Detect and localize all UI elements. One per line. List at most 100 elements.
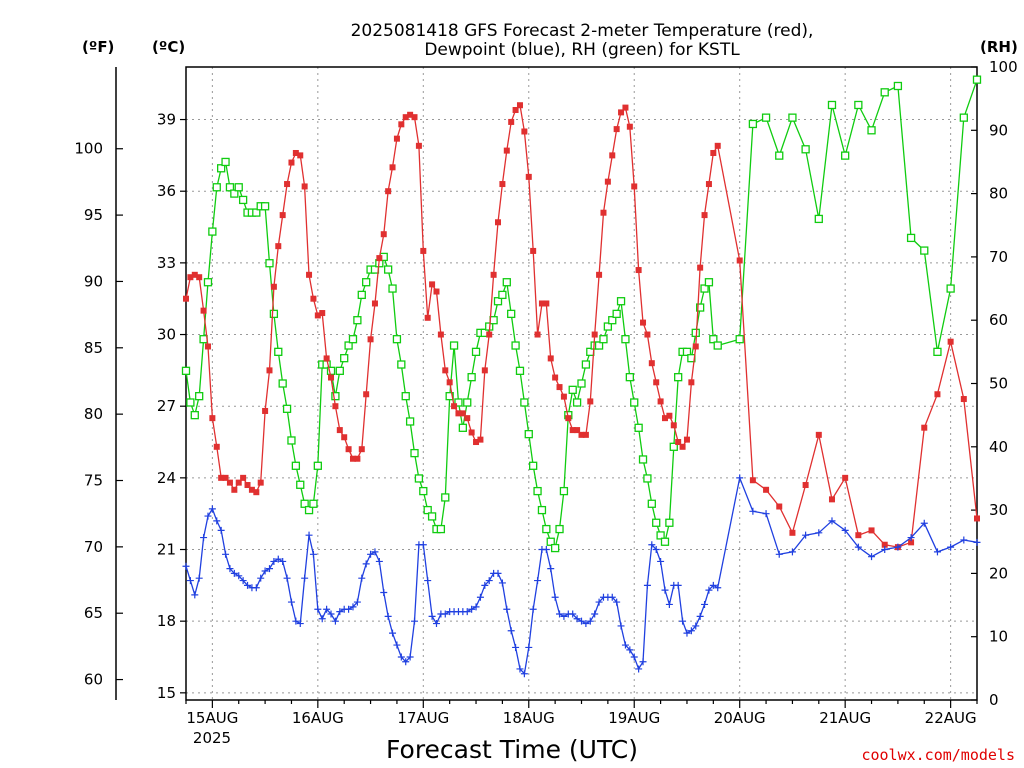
rh-point [195, 392, 204, 401]
temperature-point [314, 312, 321, 319]
rh-point [542, 524, 551, 534]
temperature-point [248, 486, 255, 493]
temperature-point [306, 271, 313, 278]
dewpoint-point [270, 557, 278, 565]
celsius-tick-label: 33 [157, 254, 176, 272]
rh-point [880, 88, 889, 97]
temperature-point [451, 403, 458, 410]
rh-point [612, 309, 621, 319]
rh-point [217, 164, 226, 173]
temperature-point [464, 415, 471, 422]
temperature-point [183, 295, 189, 302]
temperature-point [868, 527, 875, 534]
dewpoint-point [894, 543, 902, 551]
celsius-axis: 15 18 21 24 27 30 33 36 39 [157, 111, 186, 702]
temperature-point [231, 486, 238, 493]
rh-point [700, 284, 709, 293]
temperature-point [371, 300, 378, 307]
rh-axis: 0 10 20 30 40 50 60 70 80 90 100 [971, 58, 1018, 709]
rh-point [265, 259, 274, 268]
temperature-point [218, 474, 225, 481]
rh-point [533, 486, 542, 496]
fahrenheit-tick-label: 75 [84, 472, 103, 490]
temperature-point [881, 541, 888, 548]
rh-point [186, 398, 195, 407]
rh-point [546, 537, 555, 546]
dewpoint-point [200, 534, 208, 542]
rh-point [748, 119, 758, 129]
celsius-tick-label: 24 [157, 469, 176, 487]
dewpoint-point [296, 620, 304, 628]
temperature-point [468, 429, 475, 436]
rh-tick-label: 0 [989, 691, 999, 709]
rh-point [392, 335, 402, 344]
rh-point [436, 524, 446, 534]
rh-point [221, 157, 230, 167]
time-tick-label: 16AUG [292, 709, 344, 727]
dewpoint-point [920, 519, 928, 527]
dewpoint-point [367, 550, 375, 558]
rh-point [775, 151, 784, 160]
dewpoint-point [582, 620, 590, 628]
rh-point [278, 379, 287, 388]
temperature-point [855, 532, 862, 539]
temperature-point [266, 367, 273, 374]
temperature-point [701, 212, 708, 219]
dewpoint-point [336, 608, 344, 616]
rh-point [212, 183, 221, 192]
temperature-point [389, 164, 396, 171]
temperature-point [802, 482, 809, 489]
rh-point [524, 429, 533, 439]
temperature-point [789, 529, 796, 536]
rh-point [696, 303, 705, 312]
rh-point [238, 195, 248, 205]
temperature-point [200, 307, 207, 314]
dewpoint-point [432, 620, 440, 628]
dewpoint-point [692, 622, 700, 630]
temperature-point [429, 281, 436, 288]
dewpoint-point [230, 569, 238, 577]
rh-point [260, 202, 270, 211]
rh-point [621, 335, 630, 344]
temperature-point [253, 489, 260, 496]
x-axis-year-label: 2025 [193, 729, 231, 747]
temperature-point [574, 427, 581, 434]
temperature-point [279, 212, 286, 219]
rh-point [362, 278, 371, 287]
temperature-point [288, 159, 295, 166]
temperature-point [424, 314, 431, 321]
temperature-point [226, 479, 233, 486]
dewpoint-point [841, 526, 849, 534]
temperature-point [191, 271, 198, 278]
rh-point [559, 486, 569, 496]
temperature-series [183, 102, 980, 551]
time-axis: 15AUG 16AUG 17AUG 18AUG 19AUG 20AUG 21AUG 22AUG [185, 700, 978, 727]
dewpoint-point [652, 546, 660, 554]
rh-point [344, 341, 353, 350]
temperature-point [473, 439, 480, 446]
dewpoint-point [696, 612, 704, 620]
temperature-point [749, 477, 756, 484]
dewpoint-point [802, 531, 810, 539]
fahrenheit-tick-label: 90 [84, 272, 103, 290]
rh-point [181, 366, 191, 375]
temperature-point [332, 403, 339, 410]
rh-point [291, 461, 301, 470]
temperature-point [328, 374, 335, 381]
rh-tick-label: 60 [989, 311, 1008, 329]
temperature-point [692, 343, 699, 350]
dewpoint-point [736, 474, 744, 482]
rh-point [507, 309, 516, 319]
temperature-point [530, 247, 537, 254]
dewpoint-point [815, 529, 823, 537]
temperature-point [556, 384, 563, 391]
temperature-point [503, 147, 510, 154]
temperature-point [688, 379, 695, 386]
dewpoint-point [257, 574, 265, 582]
temperature-point [499, 181, 506, 188]
temperature-point [209, 415, 216, 422]
dewpoint-point [547, 565, 555, 573]
temperature-point [187, 274, 194, 281]
rh-point [616, 297, 626, 306]
